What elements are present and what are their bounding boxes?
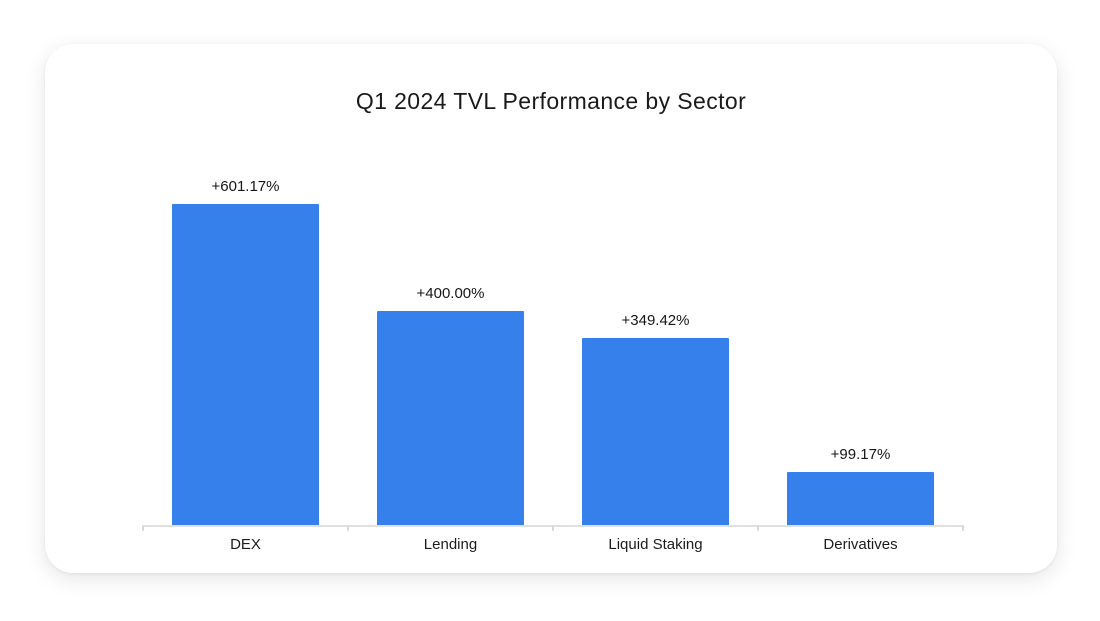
x-axis-tick — [757, 525, 759, 531]
bar-lending — [377, 311, 524, 525]
chart-card: Q1 2024 TVL Performance by Sector +601.1… — [45, 44, 1057, 573]
bar-chart-plot-area: +601.17% +400.00% +349.42% +99.17% — [142, 144, 964, 531]
bar-group-derivatives: +99.17% — [758, 144, 963, 525]
value-label-lending: +400.00% — [416, 285, 485, 302]
x-axis-tick — [962, 525, 964, 531]
value-label-derivatives: +99.17% — [830, 446, 891, 463]
bar-derivatives — [787, 472, 934, 525]
bar-dex — [172, 204, 319, 525]
x-axis-tick — [347, 525, 349, 531]
x-axis-tick — [142, 525, 144, 531]
x-axis-label-liquid-staking: Liquid Staking — [608, 536, 703, 553]
x-axis-label-derivatives: Derivatives — [823, 536, 898, 553]
bar-liquid-staking — [582, 338, 729, 525]
x-axis-label-dex: DEX — [230, 536, 261, 553]
value-label-dex: +601.17% — [211, 178, 280, 195]
bar-group-lending: +400.00% — [348, 144, 553, 525]
bar-group-liquid-staking: +349.42% — [553, 144, 758, 525]
x-axis-labels: DEX Lending Liquid Staking Derivatives — [143, 536, 963, 553]
chart-title: Q1 2024 TVL Performance by Sector — [355, 88, 747, 114]
value-label-liquid-staking: +349.42% — [621, 312, 690, 329]
bar-group-dex: +601.17% — [143, 144, 348, 525]
x-axis-label-lending: Lending — [423, 536, 478, 553]
x-axis-tick — [552, 525, 554, 531]
